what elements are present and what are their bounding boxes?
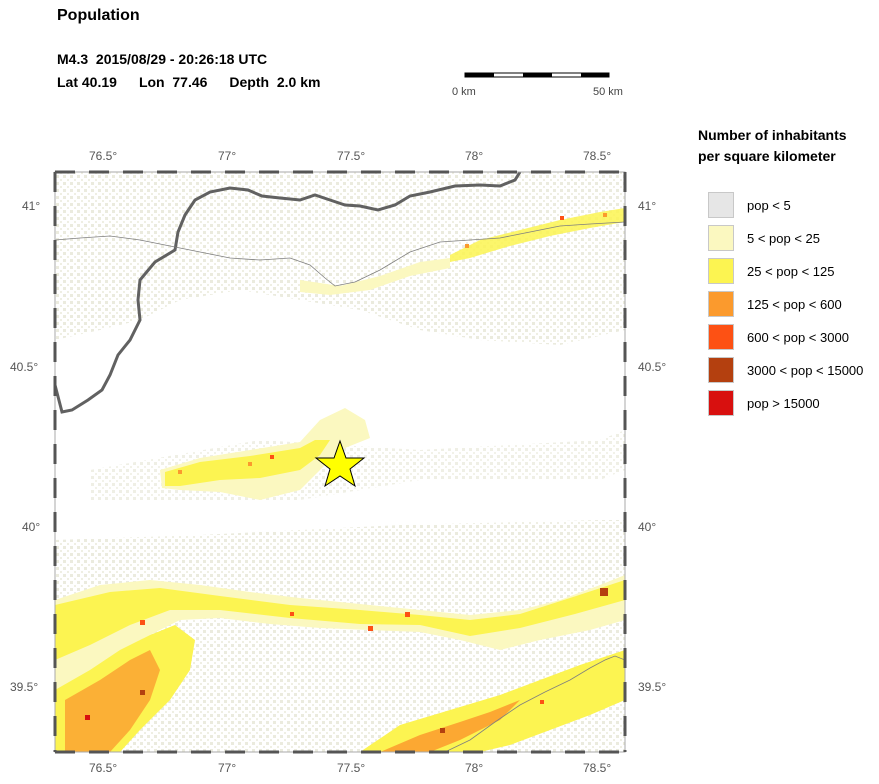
scale-start-label: 0 km <box>452 86 476 98</box>
populated-area <box>165 440 330 486</box>
event-location: Lat 40.19 Lon 77.46 Depth 2.0 km <box>57 74 342 90</box>
populated-area <box>140 620 145 625</box>
axis-right-label: 41° <box>638 199 657 213</box>
scale-end-label: 50 km <box>593 86 623 98</box>
legend-swatch <box>708 291 734 317</box>
legend-label: 3000 < pop < 15000 <box>747 363 864 378</box>
populated-area <box>270 455 274 459</box>
populated-area <box>603 213 607 217</box>
legend-swatch <box>708 357 734 383</box>
legend-label: 125 < pop < 600 <box>747 297 842 312</box>
populated-area <box>380 700 520 752</box>
axis-left-label: 40° <box>22 520 41 534</box>
axis-right-label: 40° <box>638 520 657 534</box>
legend-swatch <box>708 324 734 350</box>
axis-right-label: 40.5° <box>638 360 667 374</box>
legend-swatch <box>708 258 734 284</box>
populated-area <box>560 216 564 220</box>
legend-label: pop < 5 <box>747 198 791 213</box>
country-border <box>55 172 522 414</box>
axis-left-label: 40.5° <box>10 360 39 374</box>
populated-area <box>55 580 625 660</box>
event-summary: M4.3 2015/08/29 - 20:26:18 UTC <box>57 51 267 67</box>
populated-area <box>450 208 625 262</box>
axis-bottom-label: 78° <box>465 761 484 775</box>
axis-top-label: 78.5° <box>583 149 612 163</box>
populated-area <box>248 462 252 466</box>
axis-left-label: 41° <box>22 199 41 213</box>
legend-label: 600 < pop < 3000 <box>747 330 849 345</box>
legend-swatch <box>708 390 734 416</box>
populated-area <box>540 700 544 704</box>
populated-area <box>65 650 160 752</box>
event-lat: Lat 40.19 <box>57 74 117 90</box>
low-pop-region <box>55 520 625 752</box>
populated-area <box>465 244 469 248</box>
axis-top-label: 78° <box>465 149 484 163</box>
axis-top-label: 76.5° <box>89 149 118 163</box>
scale-bar <box>464 72 610 78</box>
event-datetime: 2015/08/29 - 20:26:18 UTC <box>95 51 268 67</box>
legend-title: Number of inhabitants per square kilomet… <box>698 125 847 167</box>
populated-area <box>440 728 445 733</box>
populated-area <box>405 612 410 617</box>
populated-area <box>178 470 182 474</box>
legend-swatch <box>708 225 734 251</box>
legend-label: 5 < pop < 25 <box>747 231 821 246</box>
legend-title-line: Number of inhabitants <box>698 127 847 143</box>
legend-swatch <box>708 192 734 218</box>
admin-boundary <box>444 655 625 752</box>
axis-bottom-label: 76.5° <box>89 761 118 775</box>
axis-left-label: 39.5° <box>10 680 39 694</box>
event-lon: Lon 77.46 <box>138 74 208 90</box>
admin-boundary <box>55 221 625 287</box>
map-title: Population <box>57 7 140 24</box>
legend-label: 25 < pop < 125 <box>747 264 835 279</box>
axis-bottom-label: 77° <box>218 761 237 775</box>
populated-area <box>600 588 608 596</box>
map-frame <box>53 170 627 754</box>
axis-bottom-label: 77.5° <box>337 761 366 775</box>
axis-top-label: 77° <box>218 149 237 163</box>
legend-label: pop > 15000 <box>747 396 820 411</box>
event-depth: Depth 2.0 km <box>229 74 321 90</box>
axis-bottom-label: 78.5° <box>583 761 612 775</box>
axis-right-label: 39.5° <box>638 680 667 694</box>
event-magnitude: M4.3 <box>57 51 89 67</box>
populated-area <box>140 690 145 695</box>
legend-title-line: per square kilometer <box>698 148 836 164</box>
populated-area <box>360 650 625 752</box>
populated-area <box>290 612 294 616</box>
epicenter-star-icon <box>314 439 366 488</box>
populated-area <box>368 626 373 631</box>
low-pop-region <box>55 172 625 345</box>
populated-area <box>85 715 90 720</box>
axis-top-label: 77.5° <box>337 149 366 163</box>
